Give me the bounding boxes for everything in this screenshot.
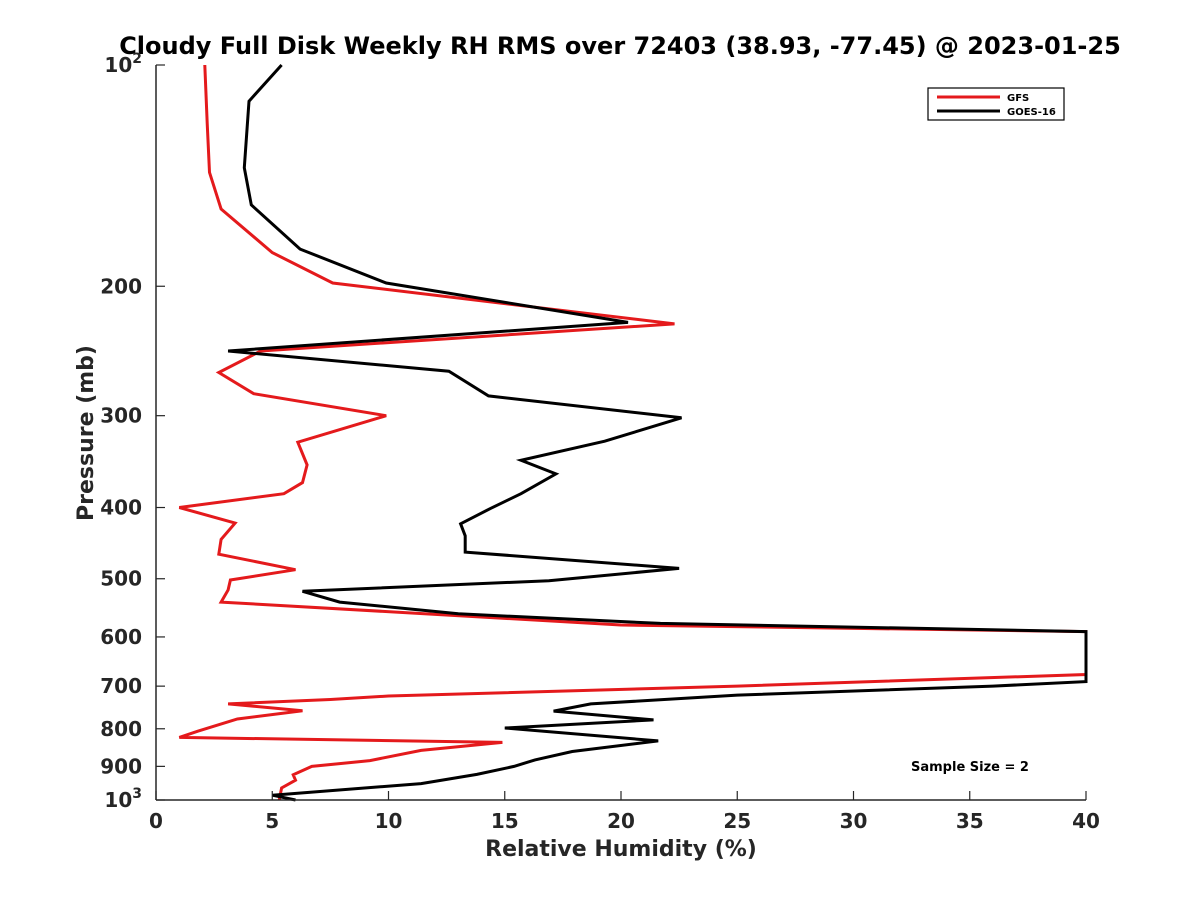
x-tick-label: 20 — [607, 809, 635, 833]
y-tick-label: 600 — [100, 625, 142, 649]
series-line-gfs — [178, 64, 1088, 801]
x-axis-label: Relative Humidity (%) — [485, 837, 757, 862]
axes: 0 5 10 15 20 25 30 35 40 102 200 300 400 500 600 700 80… — [100, 51, 1100, 833]
x-tick-label: 25 — [723, 809, 751, 833]
legend-label-goes16: GOES-16 — [1007, 107, 1056, 118]
y-tick-label: 300 — [100, 404, 142, 428]
x-tick-label: 15 — [491, 809, 519, 833]
series-line-goes16 — [227, 63, 1088, 802]
series-layer — [178, 63, 1088, 802]
legend: GFS GOES-16 — [927, 87, 1065, 121]
x-tick-label: 0 — [149, 809, 163, 833]
y-tick-label: 103 — [104, 786, 142, 812]
sample-size-annotation: Sample Size = 2 — [911, 760, 1029, 775]
y-axis-label: Pressure (mb) — [74, 345, 99, 521]
y-tick-label: 102 — [104, 51, 142, 77]
x-ticks: 0 5 10 15 20 25 30 35 40 — [149, 791, 1100, 833]
chart-title: Cloudy Full Disk Weekly RH RMS over 7240… — [119, 32, 1121, 60]
y-tick-label: 900 — [100, 754, 142, 778]
y-tick-label: 200 — [100, 274, 142, 298]
x-tick-label: 40 — [1072, 809, 1100, 833]
x-tick-label: 35 — [956, 809, 984, 833]
y-ticks: 102 200 300 400 500 600 700 800 900 103 — [100, 51, 165, 812]
x-tick-label: 5 — [265, 809, 279, 833]
y-tick-label: 400 — [100, 496, 142, 520]
legend-box — [927, 87, 1065, 121]
x-tick-label: 10 — [375, 809, 403, 833]
y-tick-label: 500 — [100, 567, 142, 591]
y-tick-label: 800 — [100, 717, 142, 741]
legend-label-gfs: GFS — [1007, 93, 1029, 104]
x-tick-label: 30 — [840, 809, 868, 833]
y-tick-label: 700 — [100, 674, 142, 698]
